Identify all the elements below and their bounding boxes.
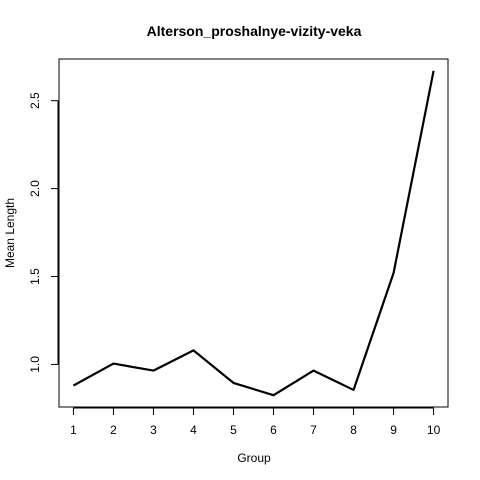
x-tick-label: 4 xyxy=(190,423,197,437)
x-tick-label: 1 xyxy=(70,423,77,437)
x-tick-label: 3 xyxy=(150,423,157,437)
y-axis-label: Mean Length xyxy=(3,198,17,268)
x-tick-label: 2 xyxy=(110,423,117,437)
x-axis-label: Group xyxy=(237,451,271,465)
x-tick-label: 5 xyxy=(230,423,237,437)
y-tick-label: 2.0 xyxy=(28,180,42,197)
plot-frame xyxy=(58,58,449,408)
x-axis: 1 2 3 4 5 6 7 8 9 10 xyxy=(70,407,441,437)
y-axis: 1.0 1.5 2.0 2.5 xyxy=(28,92,59,373)
y-tick-label: 1.0 xyxy=(28,356,42,373)
x-tick-label: 10 xyxy=(427,423,441,437)
chart-title: Alterson_proshalnye-vizity-veka xyxy=(147,23,362,39)
x-tick-label: 8 xyxy=(350,423,357,437)
x-tick-label: 6 xyxy=(270,423,277,437)
x-tick-label: 9 xyxy=(390,423,397,437)
y-tick-label: 2.5 xyxy=(28,92,42,109)
y-tick-label: 1.5 xyxy=(28,268,42,285)
x-tick-label: 7 xyxy=(310,423,317,437)
series-line xyxy=(72,70,435,397)
